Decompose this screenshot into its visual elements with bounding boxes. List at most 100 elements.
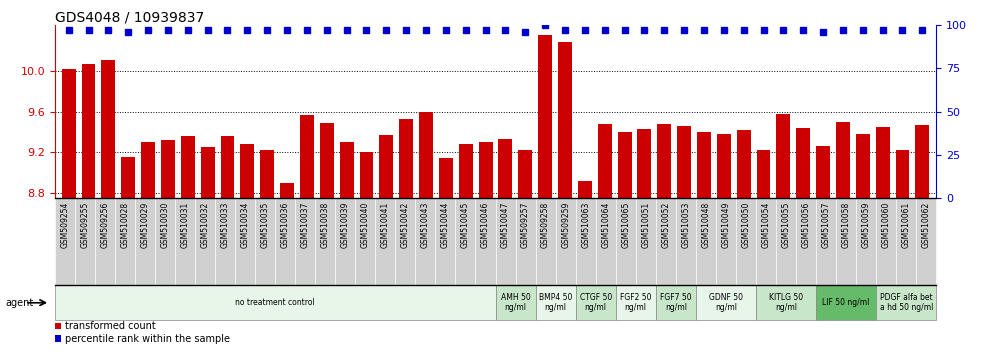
Text: PDGF alfa bet
a hd 50 ng/ml: PDGF alfa bet a hd 50 ng/ml	[879, 293, 933, 312]
Bar	[538, 35, 552, 354]
Bar	[737, 130, 751, 354]
Bar	[360, 152, 374, 354]
Bar	[161, 140, 175, 354]
Text: GSM510031: GSM510031	[180, 202, 189, 248]
Text: GSM509258: GSM509258	[541, 202, 550, 248]
Bar	[201, 147, 214, 354]
Text: GSM510041: GSM510041	[380, 202, 389, 248]
Text: GSM510037: GSM510037	[301, 202, 310, 248]
Text: GSM510036: GSM510036	[281, 202, 290, 248]
Text: no treatment control: no treatment control	[235, 298, 315, 307]
Bar	[399, 119, 413, 354]
Text: agent: agent	[5, 298, 33, 308]
Bar	[558, 42, 572, 354]
Text: GSM510035: GSM510035	[261, 202, 270, 248]
Text: GSM510033: GSM510033	[220, 202, 229, 248]
Text: GSM510048: GSM510048	[701, 202, 710, 248]
Text: GSM509259: GSM509259	[561, 202, 570, 248]
Text: GSM510030: GSM510030	[160, 202, 169, 248]
Bar	[578, 181, 592, 354]
Text: GSM510061: GSM510061	[901, 202, 910, 248]
Bar	[340, 142, 354, 354]
Text: GSM509254: GSM509254	[61, 202, 70, 248]
Text: BMP4 50
ng/ml: BMP4 50 ng/ml	[539, 293, 573, 312]
Text: GSM510054: GSM510054	[762, 202, 771, 248]
Bar	[677, 126, 691, 354]
Bar	[836, 122, 850, 354]
Text: CTGF 50
ng/ml: CTGF 50 ng/ml	[580, 293, 612, 312]
Bar	[419, 112, 433, 354]
Bar	[122, 158, 135, 354]
Bar	[875, 127, 889, 354]
Text: GSM510056: GSM510056	[802, 202, 811, 248]
Text: GSM510059: GSM510059	[862, 202, 871, 248]
Bar	[697, 132, 711, 354]
Bar	[816, 146, 830, 354]
Text: FGF7 50
ng/ml: FGF7 50 ng/ml	[660, 293, 691, 312]
Text: GSM510040: GSM510040	[361, 202, 370, 248]
Text: AMH 50
ng/ml: AMH 50 ng/ml	[501, 293, 531, 312]
Text: KITLG 50
ng/ml: KITLG 50 ng/ml	[769, 293, 803, 312]
Text: GSM510032: GSM510032	[200, 202, 209, 248]
Text: LIF 50 ng/ml: LIF 50 ng/ml	[823, 298, 870, 307]
Bar	[717, 134, 731, 354]
Text: GSM509257: GSM509257	[521, 202, 530, 248]
Bar	[220, 136, 234, 354]
Bar	[757, 150, 771, 354]
Text: GSM510058: GSM510058	[842, 202, 851, 248]
Text: GSM510063: GSM510063	[581, 202, 591, 248]
Bar	[320, 123, 334, 354]
Bar	[82, 64, 96, 354]
Text: GSM509256: GSM509256	[101, 202, 110, 248]
Bar	[777, 114, 790, 354]
Text: GSM510050: GSM510050	[741, 202, 750, 248]
Bar	[915, 125, 929, 354]
Text: GDS4048 / 10939837: GDS4048 / 10939837	[55, 11, 204, 25]
Bar	[141, 142, 155, 354]
Text: GSM510055: GSM510055	[782, 202, 791, 248]
Bar	[102, 61, 116, 354]
Text: GSM510043: GSM510043	[421, 202, 430, 248]
Bar	[300, 115, 314, 354]
Text: FGF2 50
ng/ml: FGF2 50 ng/ml	[620, 293, 651, 312]
Text: GSM510057: GSM510057	[822, 202, 831, 248]
Text: GSM510053: GSM510053	[681, 202, 690, 248]
Bar	[598, 124, 612, 354]
Text: GSM510042: GSM510042	[400, 202, 410, 248]
Text: GSM510064: GSM510064	[602, 202, 611, 248]
Text: GSM510052: GSM510052	[661, 202, 670, 248]
Bar	[62, 69, 76, 354]
Text: GSM510065: GSM510065	[622, 202, 630, 248]
Text: GSM510044: GSM510044	[441, 202, 450, 248]
Text: GSM510051: GSM510051	[641, 202, 650, 248]
Bar	[280, 183, 294, 354]
Text: GSM510062: GSM510062	[921, 202, 930, 248]
Bar	[181, 136, 195, 354]
Bar	[240, 144, 254, 354]
Text: GSM510046: GSM510046	[481, 202, 490, 248]
Text: GSM510029: GSM510029	[140, 202, 149, 248]
Text: GSM510047: GSM510047	[501, 202, 510, 248]
Text: GSM510034: GSM510034	[241, 202, 250, 248]
Bar	[657, 124, 671, 354]
Bar	[518, 150, 532, 354]
Text: GSM510038: GSM510038	[321, 202, 330, 248]
Text: GSM510045: GSM510045	[461, 202, 470, 248]
Bar	[856, 134, 870, 354]
Text: GSM510060: GSM510060	[881, 202, 890, 248]
Bar	[498, 139, 512, 354]
Bar	[479, 142, 493, 354]
Bar	[439, 159, 453, 354]
Text: GDNF 50
ng/ml: GDNF 50 ng/ml	[709, 293, 743, 312]
Text: GSM509255: GSM509255	[81, 202, 90, 248]
Bar	[796, 128, 810, 354]
Bar	[260, 150, 274, 354]
Bar	[379, 135, 393, 354]
Bar	[895, 150, 909, 354]
Bar	[637, 129, 651, 354]
Legend: transformed count, percentile rank within the sample: transformed count, percentile rank withi…	[55, 321, 230, 344]
Bar	[618, 132, 631, 354]
Text: GSM510039: GSM510039	[341, 202, 350, 248]
Text: GSM510028: GSM510028	[121, 202, 129, 248]
Bar	[459, 144, 473, 354]
